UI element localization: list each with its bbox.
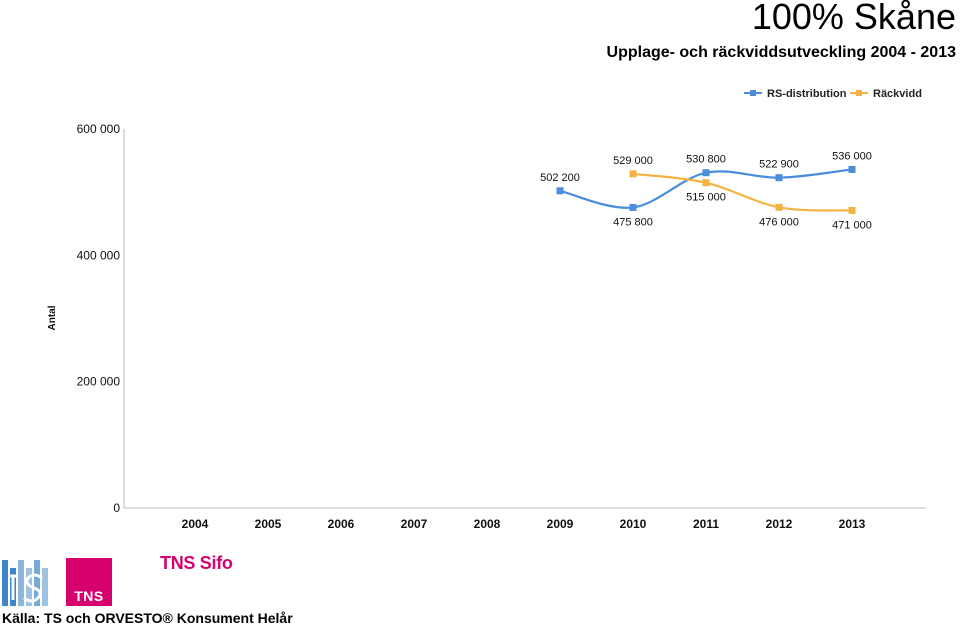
legend-marker-rackvidd xyxy=(856,90,862,96)
x-tick-label: 2004 xyxy=(182,517,209,531)
y-axis-label: Antal xyxy=(47,305,58,330)
ts-logo xyxy=(0,558,50,608)
data-label: 530 800 xyxy=(686,154,726,166)
y-tick-label: 400 000 xyxy=(77,248,121,262)
data-point-rs-distribution xyxy=(629,203,637,211)
source-note: Källa: TS och ORVESTO® Konsument Helår xyxy=(2,610,293,626)
series-line-rackvidd xyxy=(632,172,853,212)
x-tick-label: 2013 xyxy=(839,517,866,531)
x-tick-label: 2011 xyxy=(693,517,719,531)
x-tick-label: 2007 xyxy=(401,517,428,531)
x-tick-label: 2012 xyxy=(766,517,793,531)
x-tick-label: 2010 xyxy=(620,517,647,531)
chart-title: 100% Skåne xyxy=(751,0,956,37)
y-tick-label: 600 000 xyxy=(77,122,121,136)
data-point-rackvidd xyxy=(629,170,637,178)
x-tick-label: 2009 xyxy=(547,517,574,531)
x-tick-label: 2008 xyxy=(474,517,501,531)
legend-label: RS-distribution xyxy=(767,88,847,100)
y-tick-label: 200 000 xyxy=(77,375,121,389)
data-label: 515 000 xyxy=(686,192,726,204)
data-point-rs-distribution xyxy=(702,169,710,177)
tns-logo-text: TNS xyxy=(74,588,104,604)
tns-logo: TNS xyxy=(66,558,112,606)
legend-marker-rs-distribution xyxy=(750,90,756,96)
data-label: 522 900 xyxy=(759,159,799,171)
data-point-rs-distribution xyxy=(556,187,564,195)
data-point-rackvidd xyxy=(702,179,710,187)
data-label: 475 800 xyxy=(613,216,653,228)
data-point-rackvidd xyxy=(848,206,856,214)
chart-subtitle: Upplage- och räckviddsutveckling 2004 - … xyxy=(606,44,956,61)
data-label: 476 000 xyxy=(759,216,799,228)
data-point-rackvidd xyxy=(775,203,783,211)
x-tick-label: 2006 xyxy=(328,517,355,531)
y-tick-label: 0 xyxy=(113,501,120,515)
data-label: 471 000 xyxy=(832,219,872,231)
legend-label: Räckvidd xyxy=(873,88,922,100)
x-tick-label: 2005 xyxy=(255,517,282,531)
data-label: 536 000 xyxy=(832,150,872,162)
data-point-rs-distribution xyxy=(848,165,856,173)
data-label: 529 000 xyxy=(613,155,653,167)
tns-sifo-logo: TNS Sifo xyxy=(160,553,233,573)
data-label: 502 200 xyxy=(540,172,580,184)
data-point-rs-distribution xyxy=(775,174,783,182)
